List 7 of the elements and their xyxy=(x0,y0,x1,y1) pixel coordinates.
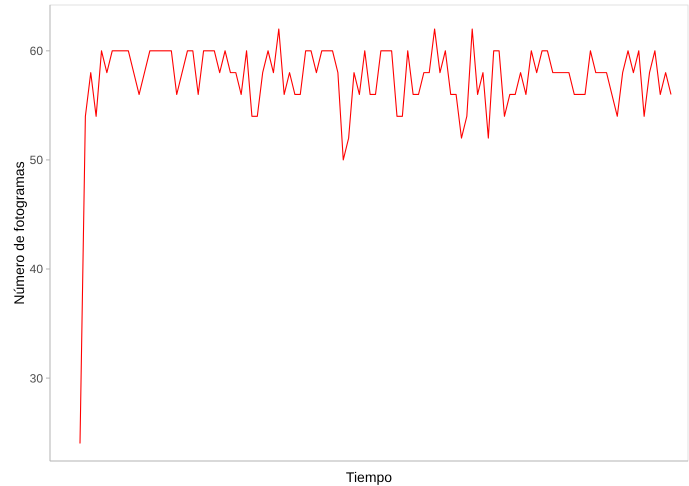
x-axis-title: Tiempo xyxy=(346,469,392,485)
line-series xyxy=(79,28,672,444)
y-tick-label: 60 xyxy=(30,44,44,58)
y-tick-label: 30 xyxy=(30,371,44,386)
y-tick-label: 50 xyxy=(30,153,44,168)
y-tick-label: 40 xyxy=(30,262,44,276)
y-axis-title: Número de fotogramas xyxy=(11,161,27,305)
